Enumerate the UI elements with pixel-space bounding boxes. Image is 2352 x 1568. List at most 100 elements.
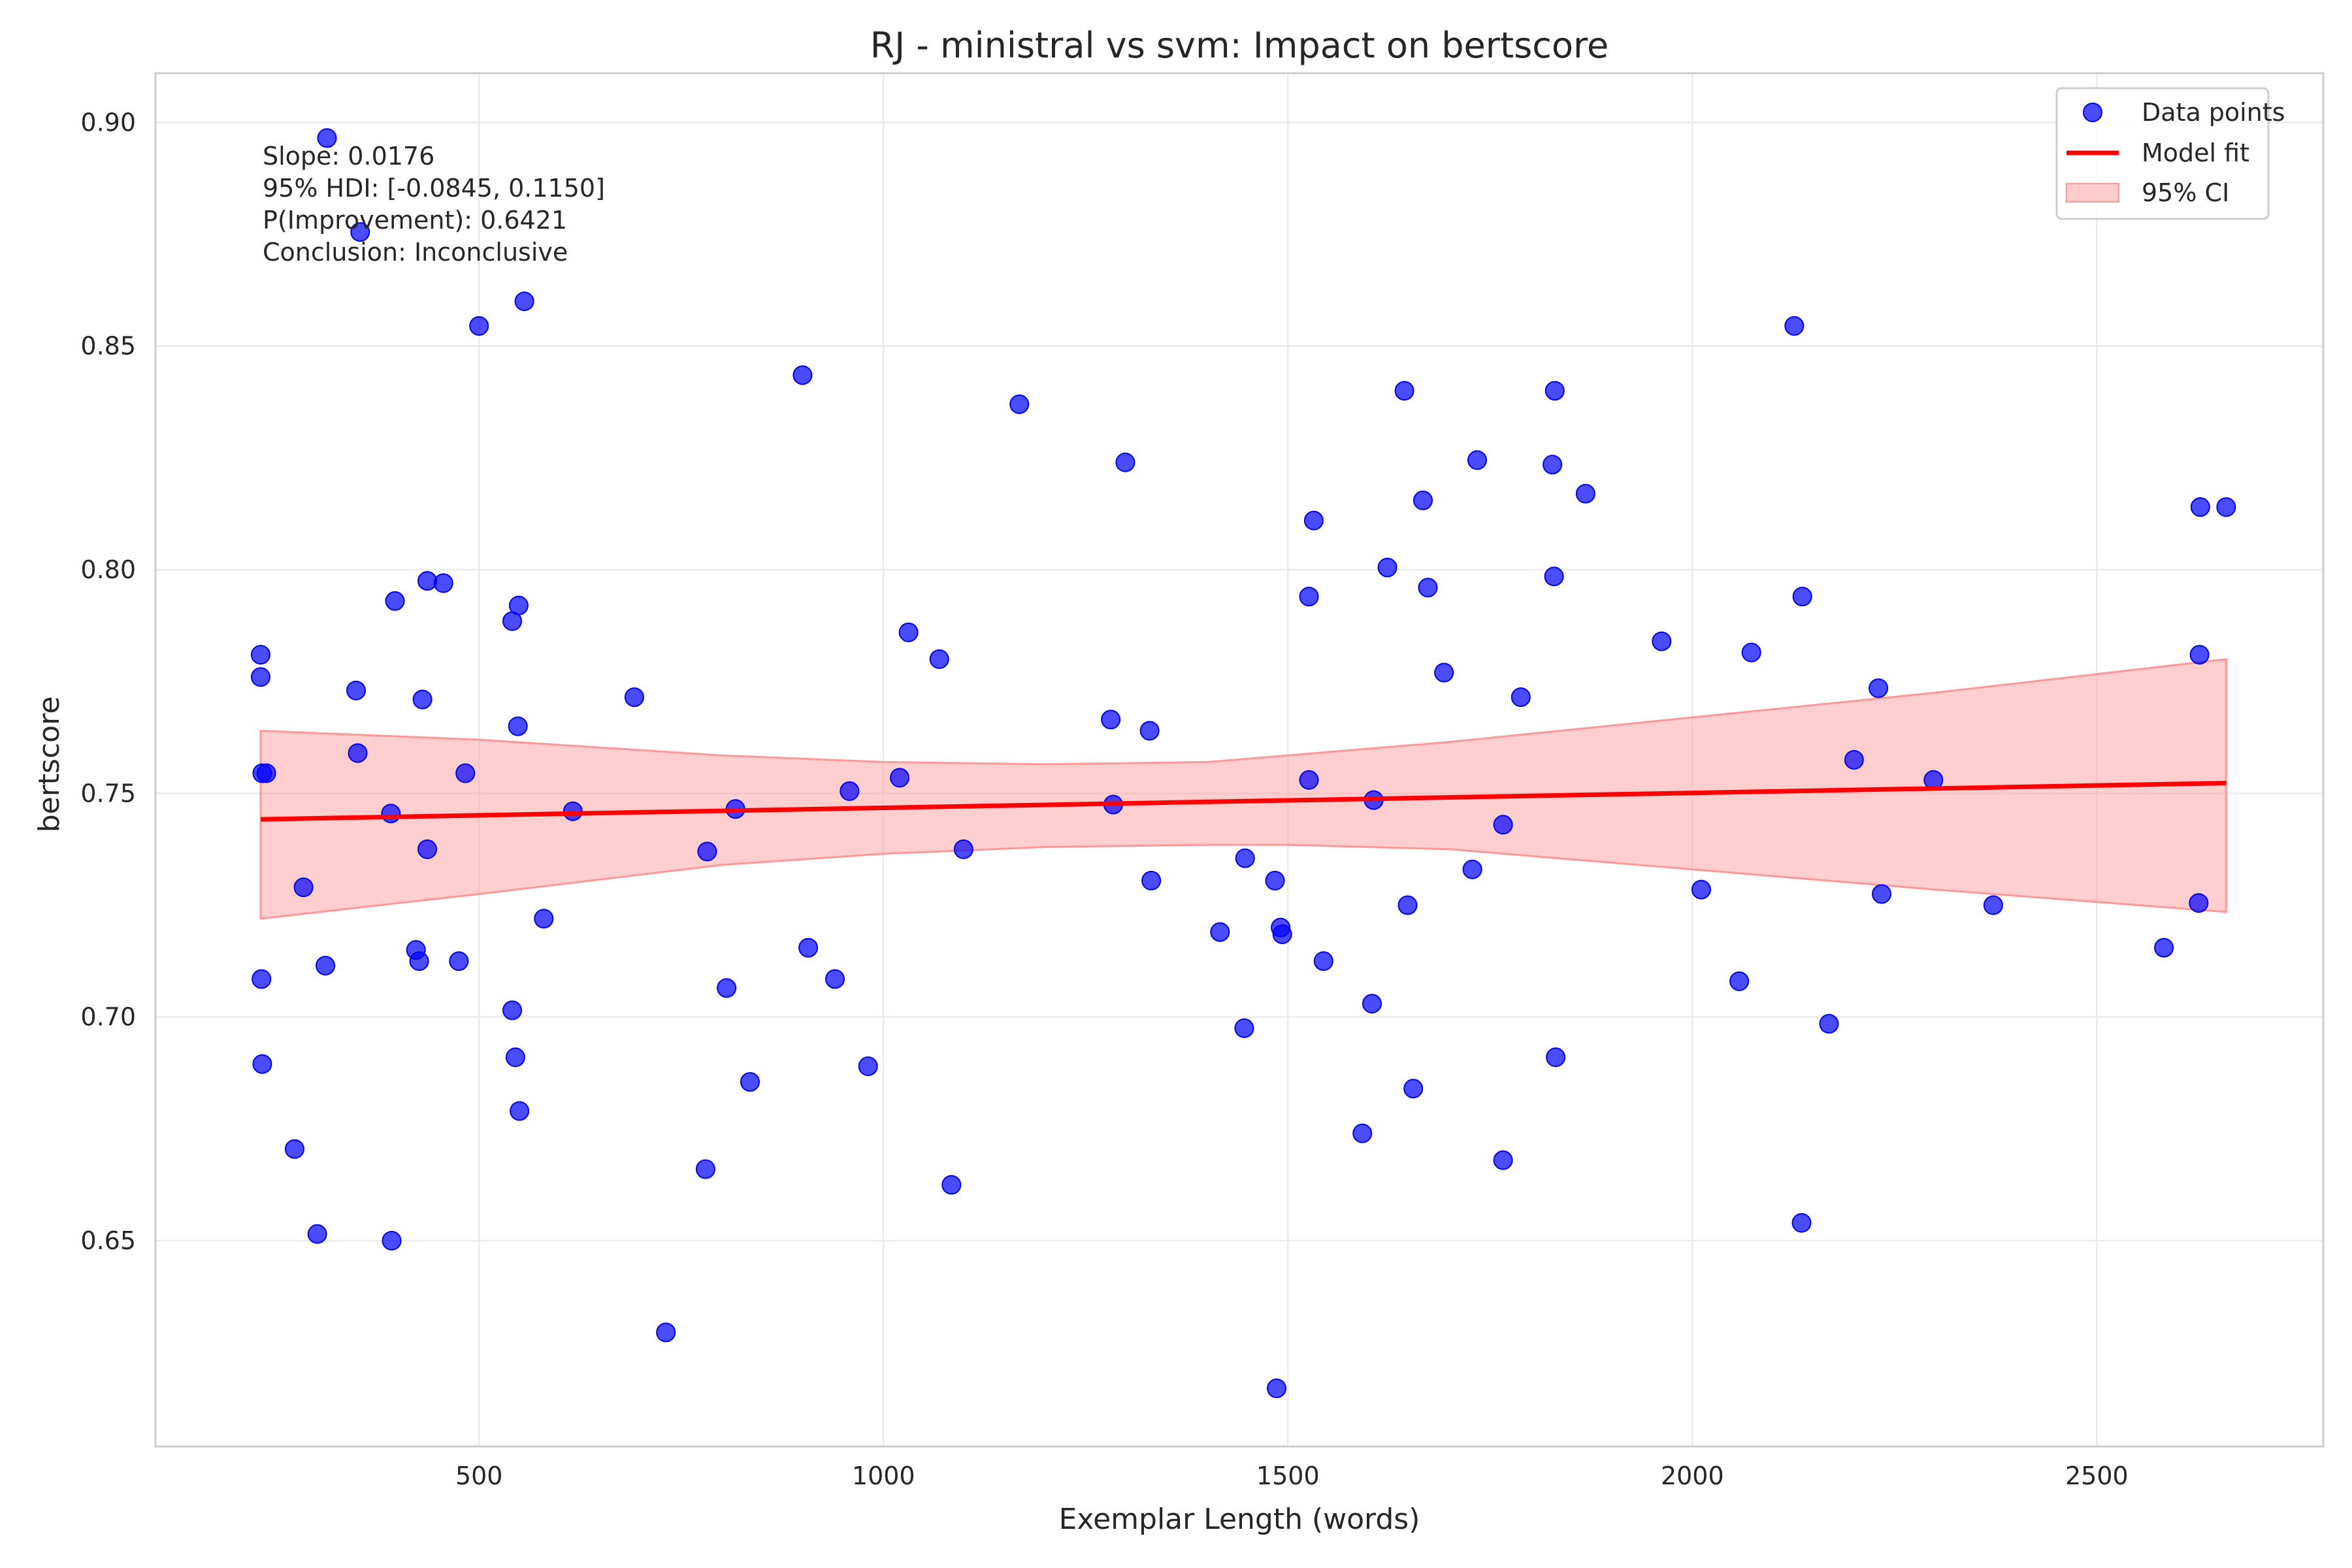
y-tick-label: 0.70 [80, 1003, 136, 1032]
data-point [1575, 483, 1595, 504]
model-fit-line [260, 781, 2227, 822]
data-point [1691, 879, 1711, 900]
data-point [1394, 381, 1414, 401]
annotation-conclusion: Conclusion: Inconclusive [263, 238, 568, 267]
data-point [1493, 1150, 1513, 1170]
x-tick-label: 2500 [2065, 1462, 2129, 1490]
data-point [348, 743, 368, 763]
y-tick-label: 0.65 [80, 1226, 136, 1255]
data-point [1543, 455, 1563, 475]
data-point [1872, 884, 1891, 904]
data-point [317, 128, 337, 148]
data-point [2190, 497, 2210, 517]
data-point [1544, 381, 1565, 401]
data-point [1544, 566, 1564, 587]
annotation-hdi: 95% HDI: [-0.0845, 0.1150] [263, 174, 605, 203]
data-point [293, 877, 314, 898]
data-point [1377, 557, 1397, 578]
legend-label-model-fit: Model fit [2142, 139, 2249, 167]
data-point [1493, 815, 1513, 835]
data-point [412, 689, 433, 710]
data-point [1467, 450, 1487, 470]
data-point [508, 595, 529, 615]
x-tick-label: 1000 [852, 1462, 915, 1490]
data-point [798, 938, 819, 958]
data-point [1235, 848, 1255, 868]
grid-lines [155, 73, 2323, 1446]
data-point [1546, 1047, 1566, 1068]
data-point [1844, 750, 1864, 770]
data-point [250, 667, 270, 687]
data-point [1139, 721, 1160, 741]
ci-band-layer [259, 658, 2227, 920]
data-point [385, 591, 405, 611]
data-point [695, 1159, 715, 1179]
x-tick-label: 1500 [1256, 1462, 1320, 1490]
data-point [929, 649, 949, 669]
data-point [740, 1072, 760, 1092]
annotation-slope: Slope: 0.0176 [263, 142, 434, 171]
data-point [1511, 687, 1531, 708]
data-point [417, 839, 437, 859]
data-point [2154, 938, 2174, 958]
data-point [508, 716, 528, 736]
data-points-layer [250, 128, 2236, 1398]
data-point [1141, 870, 1162, 890]
data-point [1819, 1014, 1839, 1034]
data-point [1652, 631, 1672, 651]
data-point [890, 768, 909, 788]
legend-ci-swatch [2066, 183, 2119, 203]
data-point [455, 763, 476, 783]
data-point [697, 841, 717, 862]
data-point [1210, 922, 1230, 942]
tick-labels: 500 1000 1500 2000 2500 0.65 0.70 0.75 0.80 0.85 0… [80, 108, 2128, 1490]
data-point [1265, 870, 1285, 890]
data-point [1299, 587, 1319, 607]
data-point [510, 1101, 530, 1121]
data-point [346, 680, 366, 700]
data-point [1784, 316, 1805, 336]
data-point [316, 956, 335, 975]
data-point [1352, 1123, 1373, 1143]
data-point [1299, 770, 1319, 790]
data-point [1729, 971, 1750, 991]
data-point [1792, 587, 1812, 607]
data-point [1009, 394, 1030, 414]
data-point [502, 1000, 522, 1021]
data-point [1462, 859, 1482, 879]
data-point [505, 1047, 525, 1068]
legend-label-data-points: Data points [2142, 98, 2285, 127]
data-point [1403, 1079, 1424, 1099]
data-point [256, 763, 276, 783]
data-point [1234, 1018, 1254, 1038]
data-point [840, 781, 860, 801]
data-point [1413, 490, 1433, 510]
data-point [250, 645, 270, 665]
y-tick-label: 0.90 [80, 108, 136, 137]
legend: Data points Model fit 95% CI [2055, 87, 2285, 220]
y-tick-label: 0.80 [80, 555, 136, 584]
data-point [1434, 662, 1454, 683]
data-point [1101, 710, 1121, 730]
data-point [953, 839, 973, 859]
data-point [941, 1175, 962, 1195]
y-tick-label: 0.85 [80, 332, 136, 361]
data-point [2189, 645, 2210, 665]
data-point [252, 1054, 272, 1074]
data-point [1267, 1379, 1286, 1398]
data-point [2216, 497, 2236, 517]
data-point [307, 1224, 327, 1244]
data-point [381, 804, 401, 824]
data-point [1362, 994, 1382, 1014]
data-point [2189, 893, 2209, 913]
plot-frame [154, 72, 2325, 1448]
legend-points-marker [2083, 103, 2102, 122]
annotation-p-improvement: P(Improvement): 0.6421 [263, 206, 567, 235]
data-point [514, 291, 534, 312]
data-point [1791, 1213, 1812, 1233]
data-point [1983, 895, 2003, 915]
data-point [825, 969, 845, 989]
y-axis-label: bertscore [33, 696, 66, 833]
